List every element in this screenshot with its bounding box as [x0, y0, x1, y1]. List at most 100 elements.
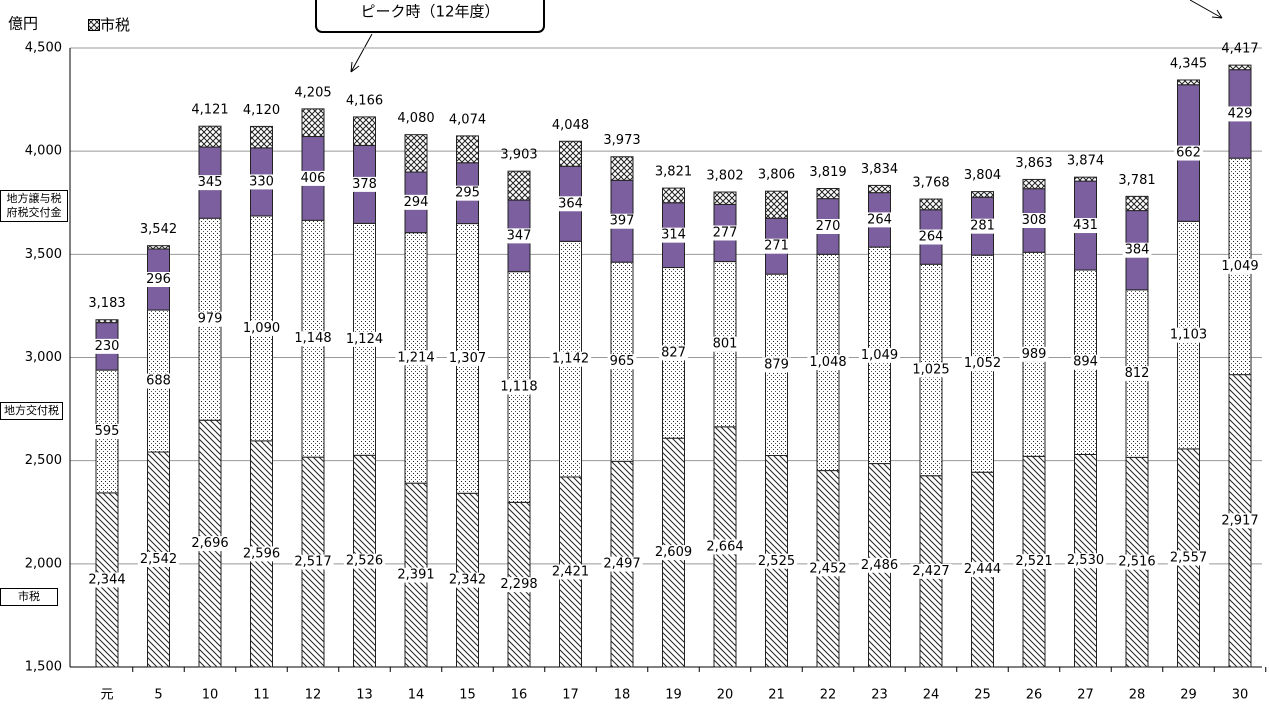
value-label-bg [1019, 346, 1049, 362]
value-label-bg [343, 331, 386, 347]
value-label: 2,516 [1118, 555, 1155, 570]
value-label: 345 [198, 175, 223, 190]
legend-swatch [88, 18, 100, 31]
value-label-bg [292, 554, 334, 570]
total-label: 3,542 [140, 222, 177, 237]
annotation-arrow [1189, 0, 1223, 19]
bar-segment [816, 188, 840, 200]
bar-segment [1074, 176, 1097, 182]
value-label: 406 [301, 171, 326, 186]
total-label: 3,804 [964, 168, 1001, 183]
value-label: 429 [1228, 106, 1253, 121]
bar-segment [662, 187, 685, 204]
value-label-bg [401, 194, 431, 210]
value-label: 2,517 [294, 555, 331, 570]
bar-segment [147, 245, 170, 250]
total-label: 3,183 [88, 296, 125, 311]
value-label: 2,596 [243, 546, 280, 561]
value-label-bg [659, 227, 688, 243]
value-label-bg [1219, 513, 1261, 529]
value-label: 1,049 [1221, 259, 1258, 274]
bar-segment [971, 191, 994, 198]
y-tick-label: 1,500 [25, 660, 62, 675]
unit-label: 億円 [8, 15, 38, 33]
value-label: 364 [558, 196, 583, 211]
value-label-bg [858, 557, 901, 573]
value-label-bg [1167, 550, 1210, 566]
value-label: 264 [867, 212, 892, 227]
y-tick-label: 3,500 [25, 247, 62, 262]
x-tick-label: 23 [871, 688, 888, 703]
value-label-bg [446, 572, 489, 588]
value-label-bg [762, 357, 791, 373]
x-tick-label: 15 [459, 688, 476, 703]
value-label: 271 [764, 239, 789, 254]
value-label: 294 [404, 195, 429, 210]
total-label: 4,345 [1170, 56, 1207, 71]
value-label-bg [1064, 553, 1107, 569]
total-label: 4,120 [243, 103, 280, 118]
value-label: 1,142 [552, 352, 589, 367]
total-label: 3,863 [1015, 156, 1052, 171]
value-label-bg [910, 563, 952, 579]
x-tick-label: 29 [1180, 688, 1197, 703]
value-label: 1,103 [1170, 328, 1207, 343]
value-label: 1,307 [449, 351, 486, 366]
value-label-bg [549, 564, 592, 580]
value-label-bg [92, 338, 122, 354]
value-label-bg [755, 553, 798, 569]
bar-segment [250, 125, 273, 149]
total-label: 4,166 [346, 93, 383, 108]
value-label-bg [343, 553, 386, 569]
value-label: 1,148 [294, 331, 331, 346]
value-label-bg [858, 347, 901, 363]
value-label: 295 [455, 186, 480, 201]
value-label: 308 [1022, 213, 1047, 228]
value-label-bg [498, 379, 540, 395]
value-label-bg [710, 225, 740, 241]
value-label-bg [137, 552, 180, 568]
value-label-bg [1116, 554, 1158, 570]
bar-segment [507, 170, 531, 201]
value-label: 330 [249, 174, 274, 189]
bar-segment [1022, 178, 1046, 190]
value-label: 314 [661, 228, 686, 243]
total-label: 3,768 [912, 176, 949, 191]
value-label: 277 [713, 225, 738, 240]
value-label-bg [195, 311, 225, 327]
value-label: 2,557 [1170, 550, 1207, 565]
value-label: 2,342 [449, 573, 486, 588]
bar-segment [404, 134, 428, 173]
value-label-bg [556, 196, 585, 212]
value-label: 2,344 [88, 572, 125, 587]
bar-segment [868, 184, 891, 194]
bar-segment [198, 125, 222, 148]
legend-box: 地方交付税 [0, 402, 63, 420]
value-label: 2,521 [1015, 554, 1052, 569]
value-label: 2,530 [1067, 553, 1104, 568]
value-label: 2,452 [809, 561, 846, 576]
value-label: 2,542 [140, 552, 177, 567]
value-label-bg [1174, 145, 1203, 161]
legend-label: 地方譲与税 府税交付金 [6, 192, 62, 219]
value-label: 595 [95, 424, 120, 439]
value-label: 965 [610, 354, 635, 369]
value-label-bg [1122, 366, 1152, 382]
total-label: 3,821 [655, 165, 692, 180]
x-tick-label: 20 [717, 688, 734, 703]
value-label-bg [961, 356, 1004, 372]
value-label: 2,497 [603, 557, 640, 572]
value-label-bg [498, 577, 540, 593]
y-tick-label: 2,500 [25, 453, 62, 468]
value-label-bg [601, 556, 643, 572]
value-label: 1,118 [500, 380, 537, 395]
annotation: ピーク時（12年度） [360, 3, 499, 21]
value-label: 2,917 [1221, 513, 1258, 528]
value-label-bg [292, 331, 334, 347]
bar-segment [559, 140, 582, 167]
value-label-bg [807, 354, 849, 370]
value-label-bg [395, 350, 437, 366]
bar-segment [765, 190, 788, 219]
value-label-bg [916, 229, 946, 245]
